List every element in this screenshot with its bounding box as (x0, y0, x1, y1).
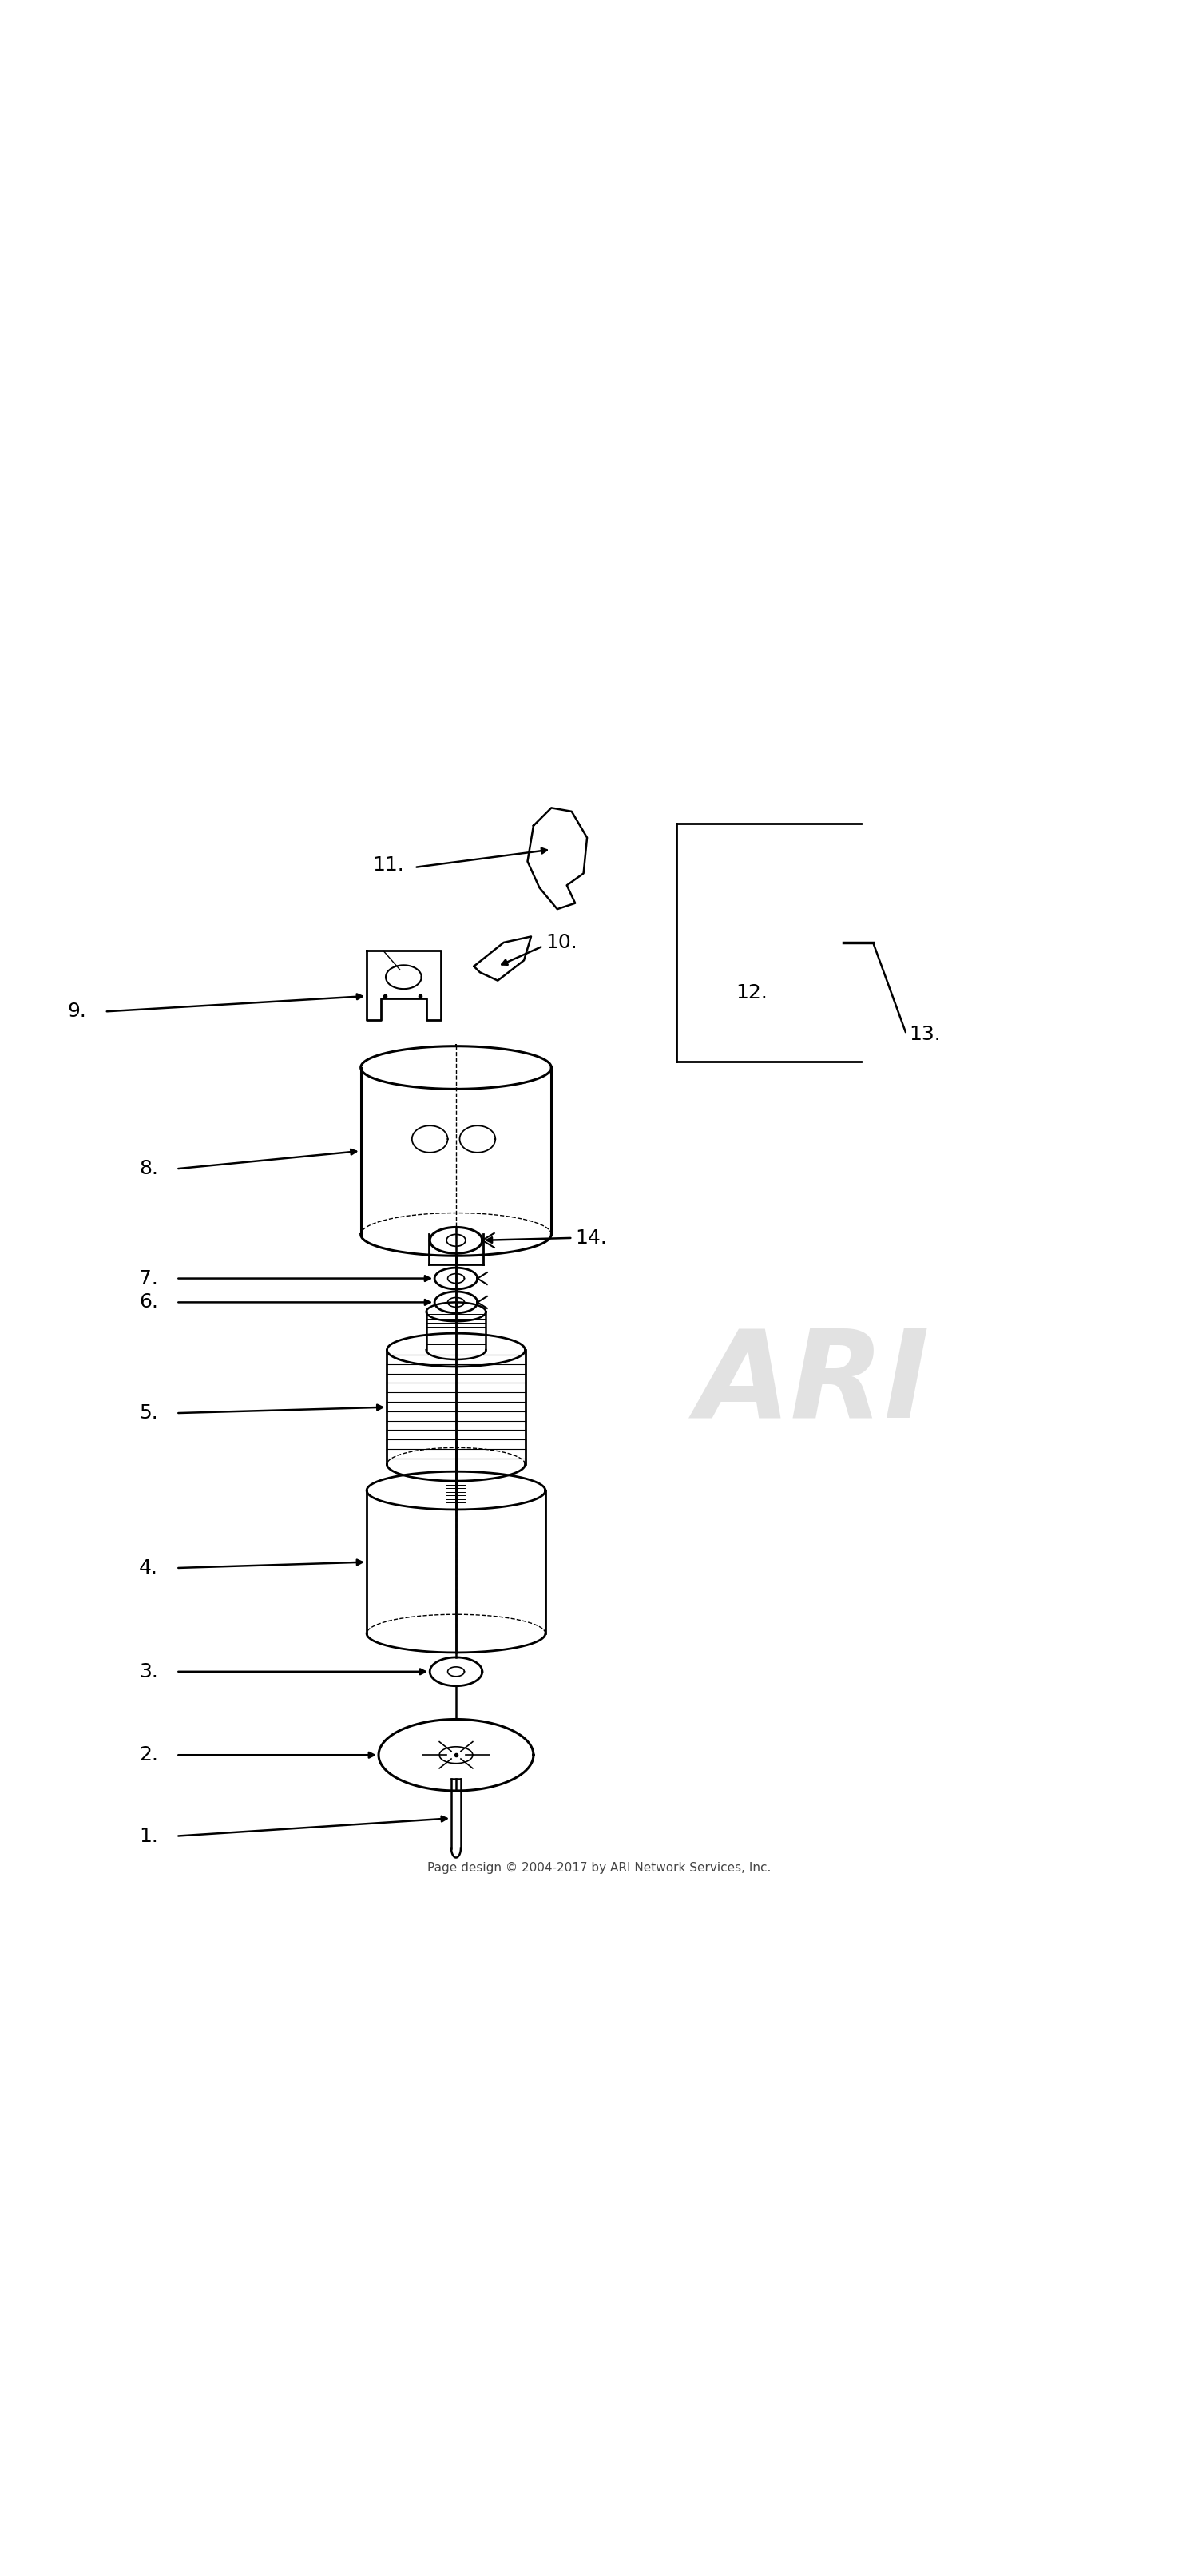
Text: 7.: 7. (139, 1270, 158, 1288)
Text: 12.: 12. (736, 984, 768, 1002)
Text: 10.: 10. (545, 933, 577, 953)
Text: 3.: 3. (139, 1662, 158, 1682)
Text: 11.: 11. (373, 855, 405, 876)
Text: Page design © 2004-2017 by ARI Network Services, Inc.: Page design © 2004-2017 by ARI Network S… (428, 1862, 770, 1875)
Text: 2.: 2. (139, 1747, 158, 1765)
Text: 6.: 6. (139, 1293, 158, 1311)
Polygon shape (474, 938, 531, 981)
Text: 13.: 13. (909, 1025, 940, 1043)
Text: 4.: 4. (139, 1558, 158, 1577)
Polygon shape (527, 809, 587, 909)
Text: ARI: ARI (696, 1324, 931, 1443)
Text: 5.: 5. (139, 1404, 158, 1422)
Text: 8.: 8. (139, 1159, 158, 1177)
Text: 1.: 1. (139, 1826, 158, 1844)
Text: 9.: 9. (67, 1002, 86, 1020)
Text: 14.: 14. (575, 1229, 607, 1247)
